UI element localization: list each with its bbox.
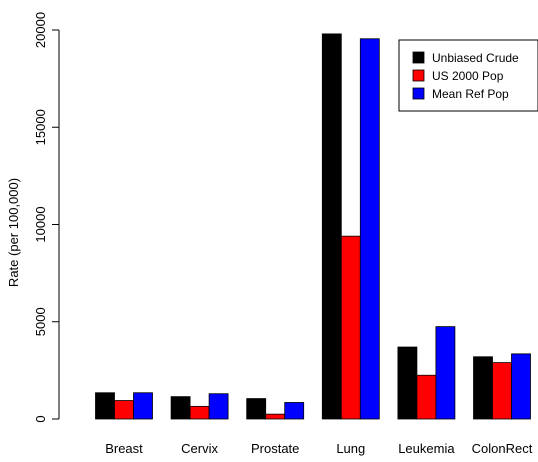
legend-swatch [412, 69, 425, 82]
bar-prostate-3 [284, 402, 305, 420]
bar-cervix-2 [189, 405, 210, 420]
category-label: Cervix [181, 441, 218, 456]
y-tick-label: 15000 [33, 109, 48, 145]
bar-cervix-1 [170, 396, 191, 420]
bar-breast-3 [133, 392, 153, 420]
bar-lung-3 [359, 38, 380, 420]
bars [95, 33, 531, 420]
category-labels: Breast Cervix Prostate Lung Leukemia ColonRec… [105, 441, 533, 456]
y-tick-label: 20000 [33, 12, 48, 48]
legend-entry: US 2000 Pop [432, 69, 504, 83]
bar-colonrect-2 [492, 362, 512, 420]
y-tick-label: 0 [33, 415, 48, 422]
bar-lung-2 [340, 235, 361, 420]
bar-leukemia-3 [435, 326, 456, 420]
bar-colonrect-3 [511, 353, 531, 420]
bar-breast-1 [95, 392, 115, 420]
legend-swatch [412, 87, 425, 100]
legend: Unbiased Crude US 2000 Pop Mean Ref Pop [398, 39, 538, 112]
category-label: Leukemia [398, 441, 455, 456]
y-tick-label: 10000 [33, 206, 48, 242]
y-axis-title: Rate (per 100,000) [6, 178, 21, 287]
legend-entry: Mean Ref Pop [432, 87, 509, 101]
bar-prostate-1 [246, 398, 267, 420]
bar-cervix-3 [208, 393, 229, 420]
category-label: Lung [336, 441, 365, 456]
bar-leukemia-1 [397, 346, 418, 420]
y-tick-label: 5000 [33, 307, 48, 336]
category-label: Breast [105, 441, 143, 456]
y-axis: 0 5000 10000 15000 20000 [33, 12, 60, 423]
category-label: ColonRect [472, 441, 533, 456]
legend-entry: Unbiased Crude [432, 51, 519, 65]
legend-swatch [412, 51, 425, 64]
category-label: Prostate [251, 441, 299, 456]
bar-colonrect-1 [473, 356, 493, 420]
bar-prostate-2 [265, 413, 286, 420]
bar-leukemia-2 [416, 374, 437, 420]
bar-lung-1 [321, 33, 342, 420]
bar-breast-2 [114, 400, 134, 420]
